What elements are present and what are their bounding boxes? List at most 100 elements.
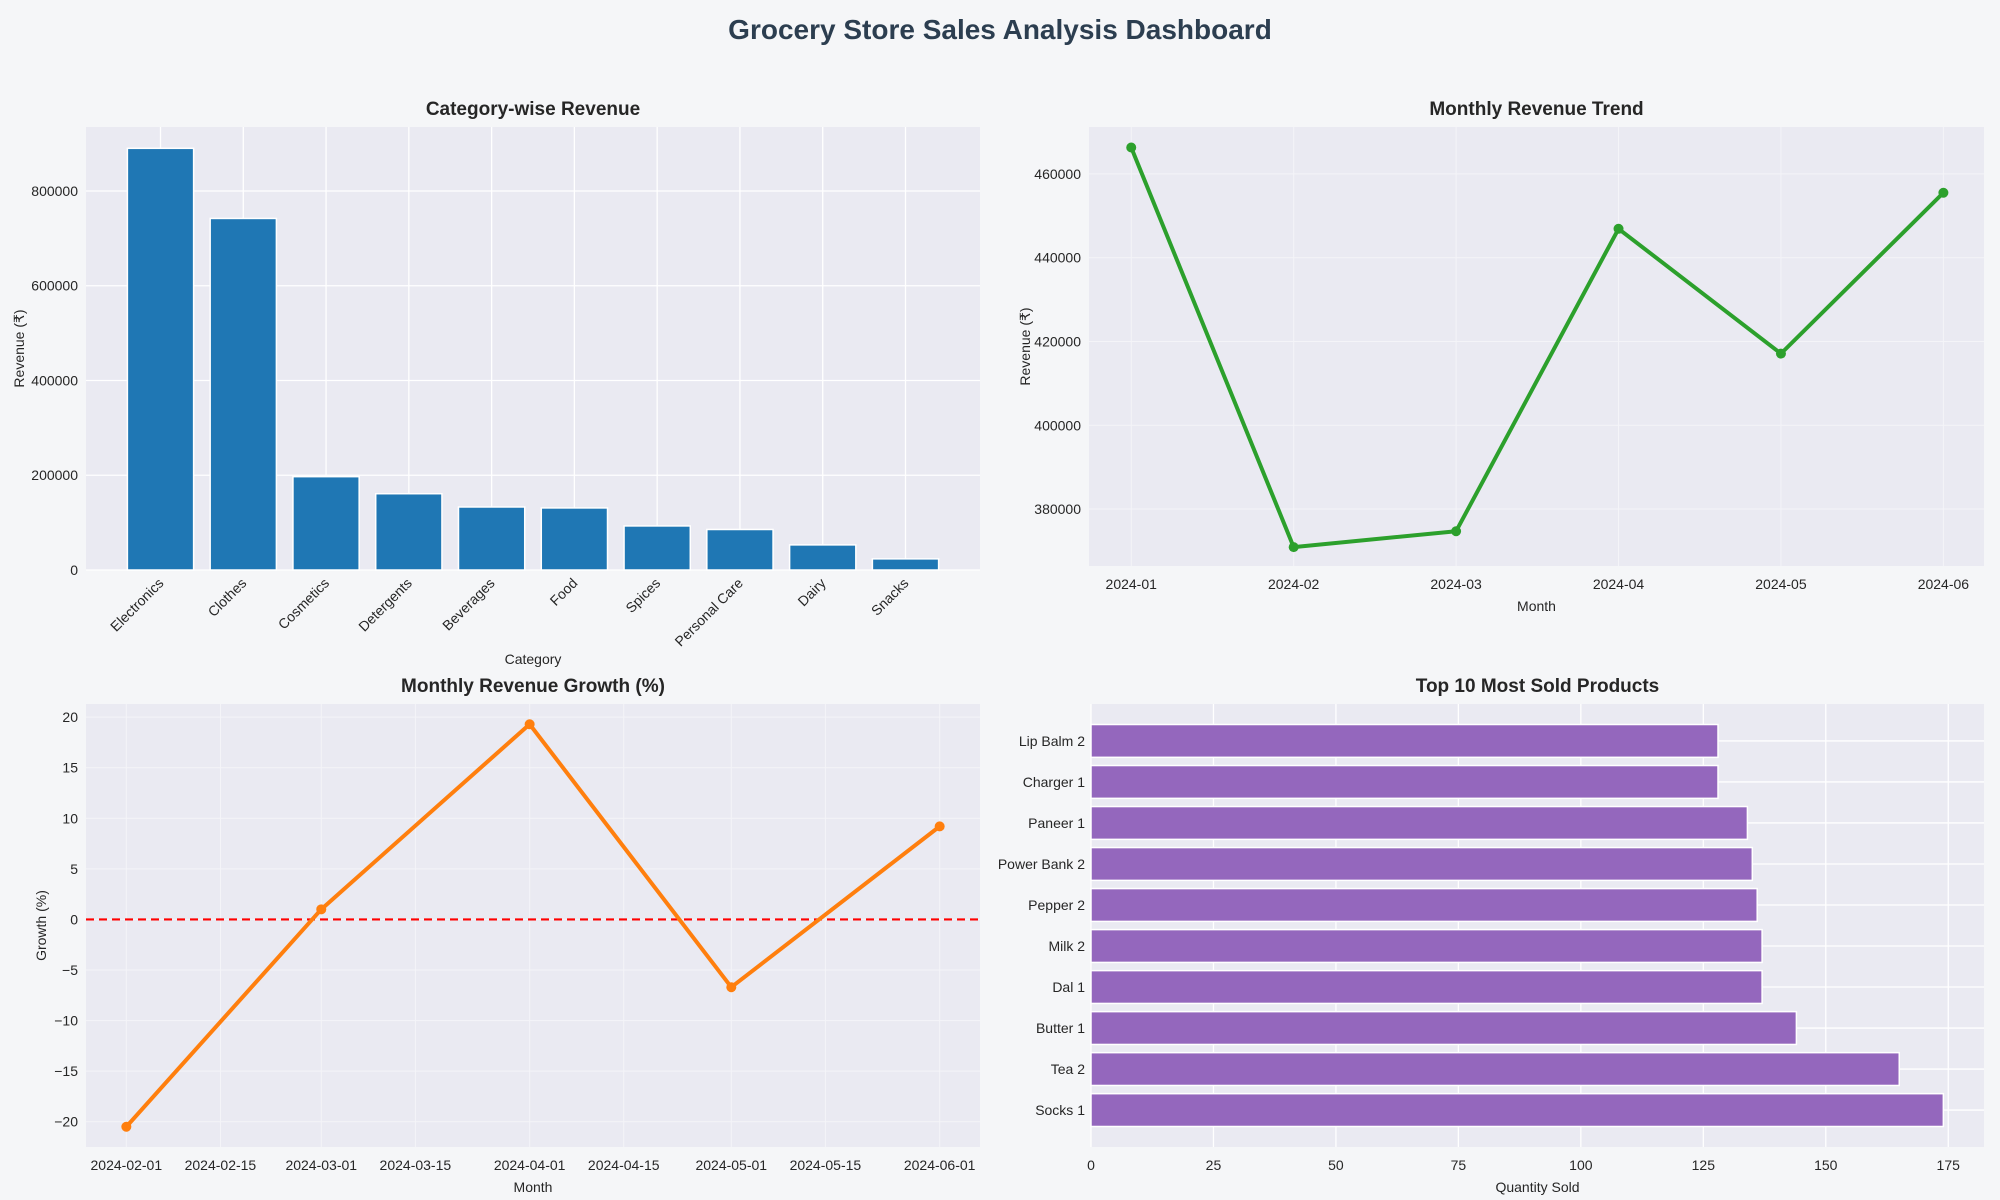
revenue-line [1129,146,1945,550]
bar-clothes [209,217,278,571]
x-tick-label: Snacks [868,575,912,619]
y-tick-label: Milk 2 [1048,938,1085,954]
x-tick-label: 0 [1087,1157,1095,1173]
x-tick-label: Beverages [439,575,498,634]
data-point-2024-01 [1126,142,1137,153]
x-tick-label: 2024-02 [1268,576,1320,592]
chart-title: Monthly Revenue Trend [1429,99,1643,120]
bar-lip-balm-2 [1090,723,1719,759]
x-tick-label: 2024-03 [1430,576,1482,592]
y-tick-label: 800000 [31,183,78,199]
x-tick-label: 175 [1937,1157,1961,1173]
y-tick-label: Butter 1 [1036,1020,1085,1036]
y-tick-label: 440000 [1034,250,1081,266]
y-tick-label: Power Bank 2 [998,856,1085,872]
chart-title: Category-wise Revenue [426,99,640,120]
y-tick-label: Tea 2 [1051,1061,1085,1077]
chart-title: Monthly Revenue Growth (%) [401,676,665,697]
x-tick-label: 2024-05 [1755,576,1807,592]
x-tick-label: 2024-04-15 [588,1157,660,1173]
bar-socks-1 [1090,1092,1945,1128]
x-tick-label: Personal Care [671,575,746,650]
x-tick-label: 75 [1451,1157,1467,1173]
data-point-2024-06 [1938,187,1949,198]
bar-power-bank-2 [1090,846,1754,882]
y-axis-label: Revenue (₹) [1017,307,1033,385]
plot-area [86,704,980,1147]
x-tick-label: 2024-04-01 [494,1157,566,1173]
bar-tea-2 [1090,1051,1901,1087]
bar-spices [623,525,692,571]
data-point-2024-02-01 [121,1121,132,1132]
y-tick-label: 400000 [31,372,78,388]
y-tick-label: −10 [54,1013,78,1029]
x-axis-label: Quantity Sold [1495,1179,1579,1195]
bar-food [540,507,609,571]
bar-snacks [871,558,940,571]
top-products-chart: Top 10 Most Sold Products 0 25 50 75 100 125 15… [998,676,1984,1195]
x-tick-label: 2024-04 [1593,576,1645,592]
y-tick-label: 5 [70,861,78,877]
y-tick-label: Paneer 1 [1028,815,1085,831]
bar-beverages [457,506,526,571]
data-point-2024-03-01 [316,904,327,915]
x-tick-label: 2024-03-15 [380,1157,452,1173]
y-tick-label: −5 [62,962,78,978]
x-tick-label: 2024-06-01 [904,1157,976,1173]
chart-title: Top 10 Most Sold Products [1416,676,1660,697]
x-tick-label: Detergents [355,575,415,635]
y-tick-label: Pepper 2 [1028,897,1085,913]
bar-milk-2 [1090,928,1763,964]
data-point-2024-05-01 [726,982,737,993]
x-tick-label: 2024-03-01 [285,1157,357,1173]
monthly-revenue-trend-chart: Monthly Revenue Trend 380000 400000 420000 4… [1017,99,1984,614]
bar-personal-care [706,528,774,571]
data-point-2024-04-01 [524,719,535,730]
x-tick-label: 150 [1814,1157,1838,1173]
monthly-revenue-growth-chart: Monthly Revenue Growth (%) −20 −15 −10 −5 0 5 1… [33,676,980,1195]
y-tick-label: 15 [62,760,78,776]
data-point-2024-02 [1288,542,1299,553]
bar-paneer-1 [1090,805,1749,841]
y-tick-label: 200000 [31,467,78,483]
x-axis-label: Month [1517,598,1556,614]
bar-electronics [126,147,195,571]
category-revenue-chart: Category-wise Revenue 0 200000 400000 600000… [11,99,980,667]
bar-dairy [788,544,857,571]
x-axis-label: Category [505,651,562,667]
y-tick-label: 400000 [1034,417,1081,433]
y-tick-label: Charger 1 [1023,774,1085,790]
x-tick-label: 2024-02-01 [91,1157,163,1173]
y-tick-label: 380000 [1034,501,1081,517]
y-axis-label: Growth (%) [33,890,49,961]
y-tick-label: Lip Balm 2 [1019,733,1085,749]
y-tick-label: 0 [70,911,78,927]
bar-butter-1 [1090,1010,1798,1046]
x-tick-label: Spices [622,575,663,616]
data-point-2024-06-01 [934,821,945,832]
x-tick-label: 25 [1206,1157,1222,1173]
dashboard-title: Grocery Store Sales Analysis Dashboard [728,14,1272,45]
x-tick-label: 100 [1569,1157,1593,1173]
bar-cosmetics [292,475,360,571]
y-tick-label: Socks 1 [1035,1102,1085,1118]
plot-area [1089,127,1984,566]
bar-charger-1 [1090,764,1719,800]
y-tick-label: 0 [70,562,78,578]
bar-detergents [374,492,443,571]
x-tick-label: 2024-02-15 [185,1157,257,1173]
y-tick-label: 460000 [1034,166,1081,182]
y-tick-label: Dal 1 [1052,979,1085,995]
y-axis-label: Revenue (₹) [11,309,27,387]
y-tick-label: 600000 [31,278,78,294]
y-tick-label: 420000 [1034,333,1081,349]
x-tick-label: Cosmetics [275,575,333,633]
x-tick-label: 2024-06 [1918,576,1970,592]
x-tick-label: 2024-01 [1106,576,1158,592]
bar-dal-1 [1090,969,1763,1005]
x-tick-label: Dairy [794,575,828,609]
data-point-2024-04 [1613,223,1624,234]
x-tick-label: 50 [1328,1157,1344,1173]
y-tick-label: −20 [54,1114,78,1130]
